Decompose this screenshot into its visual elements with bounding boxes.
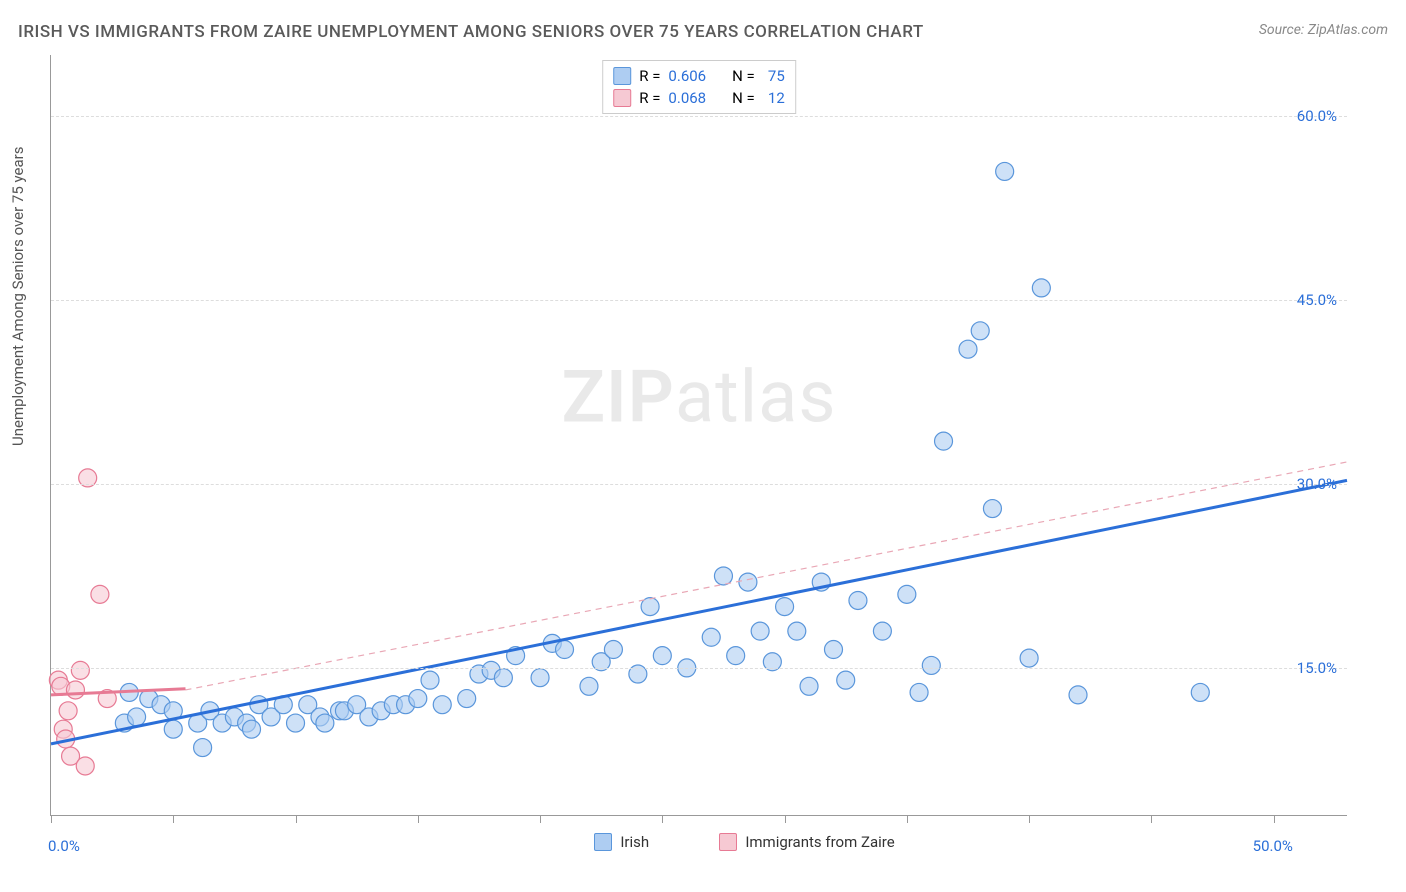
data-point <box>409 690 427 708</box>
legend-bottom-item: Irish <box>594 833 649 851</box>
data-point <box>824 641 842 659</box>
data-point <box>164 720 182 738</box>
y-tick-label: 60.0% <box>1297 107 1337 125</box>
data-point <box>776 598 794 616</box>
plot-area: ZIPatlas R =0.606N =75R =0.068N =12 15.0… <box>50 55 1347 816</box>
x-tick <box>418 815 419 823</box>
data-point <box>971 322 989 340</box>
legend-r-value: 0.606 <box>668 67 706 85</box>
legend-swatch <box>613 89 631 107</box>
x-tick <box>173 815 174 823</box>
data-point <box>873 622 891 640</box>
y-tick-label: 15.0% <box>1297 659 1337 677</box>
data-point <box>727 647 745 665</box>
x-tick-label: 0.0% <box>48 837 80 855</box>
data-point <box>494 669 512 687</box>
gridline-h <box>51 668 1347 669</box>
legend-bottom-item: Immigrants from Zaire <box>719 833 894 851</box>
source-name: ZipAtlas.com <box>1308 22 1388 38</box>
data-point <box>739 573 757 591</box>
data-point <box>751 622 769 640</box>
x-tick <box>907 815 908 823</box>
legend-r-label: R = <box>639 89 660 107</box>
y-tick-label: 45.0% <box>1297 291 1337 309</box>
legend-swatch <box>719 833 737 851</box>
data-point <box>983 500 1001 518</box>
data-point <box>458 690 476 708</box>
data-point <box>1020 649 1038 667</box>
x-tick-label: 50.0% <box>1253 837 1293 855</box>
x-tick <box>296 815 297 823</box>
data-point <box>243 720 261 738</box>
data-point <box>800 677 818 695</box>
chart-svg <box>51 55 1347 815</box>
data-point <box>959 340 977 358</box>
data-point <box>604 641 622 659</box>
x-tick <box>662 815 663 823</box>
chart-title: IRISH VS IMMIGRANTS FROM ZAIRE UNEMPLOYM… <box>18 22 924 42</box>
gridline-h <box>51 300 1347 301</box>
data-point <box>556 641 574 659</box>
x-tick <box>1274 815 1275 823</box>
legend-swatch <box>613 67 631 85</box>
data-point <box>66 681 84 699</box>
y-axis-label: Unemployment Among Seniors over 75 years <box>9 147 27 446</box>
data-point <box>1069 686 1087 704</box>
x-tick <box>1029 815 1030 823</box>
data-point <box>702 628 720 646</box>
data-point <box>194 739 212 757</box>
x-tick <box>1151 815 1152 823</box>
gridline-h <box>51 484 1347 485</box>
x-tick <box>51 815 52 823</box>
data-point <box>128 708 146 726</box>
data-point <box>59 702 77 720</box>
data-point <box>287 714 305 732</box>
legend-n-label: N = <box>732 89 755 107</box>
data-point <box>996 162 1014 180</box>
legend-r-label: R = <box>639 67 660 85</box>
data-point <box>910 683 928 701</box>
legend-series-label: Immigrants from Zaire <box>745 833 894 851</box>
legend-row: R = 0.068 N = 12 <box>613 87 785 109</box>
data-point <box>898 585 916 603</box>
legend-correlation: R = 0.606 N = 75 R = 0.068 N = 12 <box>602 60 796 114</box>
legend-row: R = 0.606 N = 75 <box>613 65 785 87</box>
data-point <box>1032 279 1050 297</box>
x-tick <box>785 815 786 823</box>
source-attribution: Source: ZipAtlas.com <box>1259 22 1388 38</box>
legend-n-value: 12 <box>763 89 785 107</box>
legend-series-label: Irish <box>620 833 649 851</box>
data-point <box>91 585 109 603</box>
data-point <box>433 696 451 714</box>
trend-line <box>51 480 1347 744</box>
x-tick <box>540 815 541 823</box>
data-point <box>935 432 953 450</box>
y-tick-label: 30.0% <box>1297 475 1337 493</box>
legend-n-label: N = <box>732 67 755 85</box>
legend-r-value: 0.068 <box>668 89 706 107</box>
source-prefix: Source: <box>1259 22 1308 38</box>
data-point <box>316 714 334 732</box>
data-point <box>580 677 598 695</box>
gridline-h <box>51 116 1347 117</box>
data-point <box>71 661 89 679</box>
data-point <box>421 671 439 689</box>
data-point <box>922 656 940 674</box>
data-point <box>788 622 806 640</box>
data-point <box>531 669 549 687</box>
legend-n-value: 75 <box>763 67 785 85</box>
data-point <box>714 567 732 585</box>
data-point <box>837 671 855 689</box>
legend-swatch <box>594 833 612 851</box>
data-point <box>1191 683 1209 701</box>
data-point <box>653 647 671 665</box>
data-point <box>76 757 94 775</box>
data-point <box>849 591 867 609</box>
